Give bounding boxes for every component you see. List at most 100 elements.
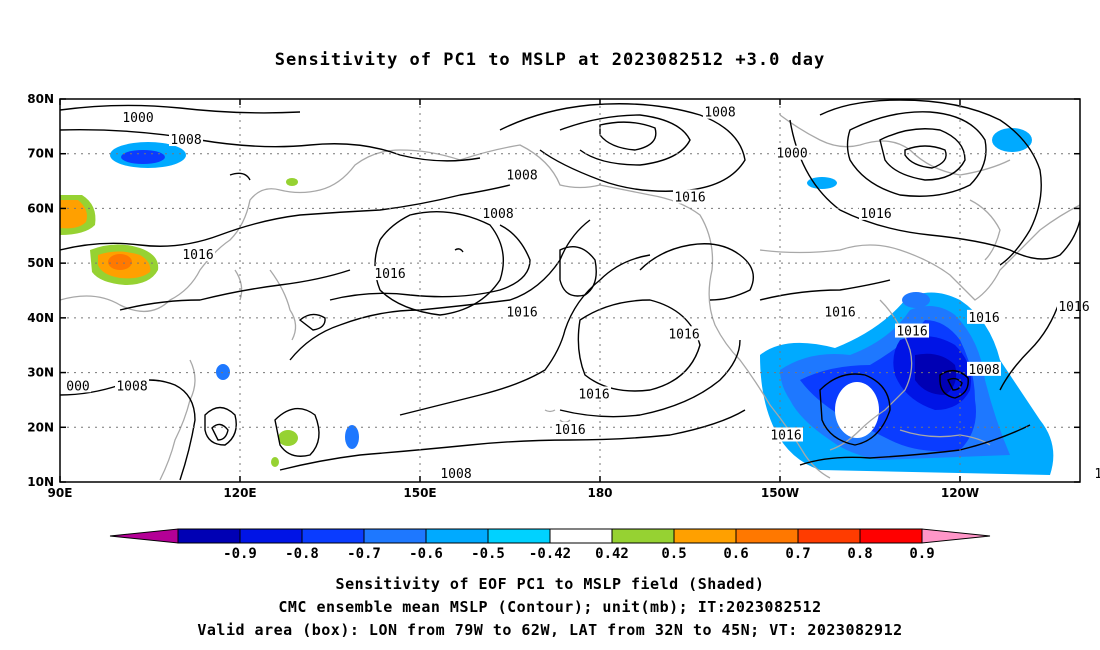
contour-label: 1008 [482,207,513,222]
lon-tick-label: 150W [761,486,799,500]
colorbar-swatch [549,528,613,544]
contour-label: 1016 [182,248,213,263]
contour-label-bg [481,205,515,220]
lon-tick-label: 120E [223,486,256,500]
contour-label-bg [895,323,929,338]
contour-label-bg [667,326,701,341]
colorbar-label: -0.7 [347,546,381,562]
contour-label-bg [577,386,611,401]
colorbar-swatch [301,528,365,544]
mslp-contours [60,99,1080,481]
lat-tick-label: 20N [27,420,54,434]
contour-label-bg [115,378,149,393]
colorbar-swatch [425,528,489,544]
contour-label-bg [769,427,803,442]
contour-label-bg [1057,298,1091,313]
contour-label-bg [1093,465,1100,480]
contour-label: 1016 [824,305,855,320]
coastlines [60,114,1080,481]
plot-frame [59,98,1081,483]
colorbar-label: -0.5 [471,546,505,562]
lat-tick-label: 30N [27,366,54,380]
lat-tick-label: 50N [27,256,54,270]
contour-label: 1016 [578,387,609,402]
lon-tick-label: 180 [587,486,612,500]
contour-label: 1016 [668,327,699,342]
colorbar-label: 0.8 [847,546,872,562]
contour-label: 1008 [968,363,999,378]
contour-label-bg [121,110,155,125]
colorbar-swatch [735,528,799,544]
colorbar-swatch [363,528,427,544]
contour-label-bg [553,422,587,437]
contour-label: 1000 [122,111,153,126]
colorbar-swatch [611,528,675,544]
contour-label-bg [373,266,407,281]
contour-label-bg [181,246,215,261]
sensitivity-shading [60,128,1054,475]
contour-labels: 1000 1008 1008 1008 1016 1016 1016 1016 1008 1000… [65,104,1100,482]
contour-label: 1008 [440,467,471,482]
colorbar-end-high [921,528,991,544]
map-title: Sensitivity of PC1 to MSLP at 2023082512… [274,50,826,70]
colorbar-label: 0.9 [909,546,934,562]
contour-label-bg [967,309,1001,324]
colorbar-label: -0.9 [223,546,257,562]
contour-label-bg [775,145,809,160]
contour-label: 1016 [770,428,801,443]
colorbar-swatch [239,528,303,544]
colorbar-swatch [673,528,737,544]
lat-tick-label: 70N [27,147,54,161]
contour-label: 1016 [506,305,537,320]
colorbar-swatch [797,528,861,544]
contour-label-bg [169,132,203,147]
contour-label: 1016 [968,311,999,326]
contour-label-bg [505,304,539,319]
colorbar-label: 0.42 [595,546,629,562]
colorbar-label: -0.8 [285,546,319,562]
contour-label: 1016 [554,423,585,438]
colorbar-swatch [859,528,923,544]
caption-line-2: CMC ensemble mean MSLP (Contour); unit(m… [278,598,822,616]
graticule [60,99,1080,482]
lat-tick-label: 80N [27,92,54,106]
colorbar-label: 0.7 [785,546,810,562]
contour-label-bg [967,361,1001,376]
colorbar-label: -0.42 [529,546,571,562]
lat-tick-label: 60N [27,201,54,215]
contour-label: 1016 [896,325,927,340]
lat-tick-label: 40N [27,311,54,325]
lon-tick-label: 90E [48,486,73,500]
caption-line-1: Sensitivity of EOF PC1 to MSLP field (Sh… [335,575,765,593]
lat-tick-label: 10N [27,475,54,489]
contour-label-bg [673,189,707,204]
colorbar-end-low [109,528,179,544]
contour-label: 1008 [170,133,201,148]
contour-label-bg [703,104,737,119]
contour-label-bg [823,304,857,319]
colorbar-swatch [487,528,551,544]
colorbar-swatch [177,528,241,544]
contour-label-bg [859,205,893,220]
contour-label: 1008 [1094,467,1100,482]
contour-label: 1008 [704,106,735,121]
contour-label: 1016 [674,190,705,205]
contour-label-bg [65,378,91,393]
contour-label: 1016 [374,267,405,282]
colorbar: -0.9 -0.8 -0.7 -0.6 -0.5 -0.42 0.42 0.5 0.6 0.7 0.… [109,528,991,562]
caption-line-3: Valid area (box): LON from 79W to 62W, L… [197,621,903,639]
contour-label: 1008 [506,169,537,184]
colorbar-label: 0.6 [723,546,748,562]
contour-label: 1016 [1058,300,1089,315]
contour-label: 000 [66,379,89,394]
lon-tick-label: 150E [403,486,436,500]
contour-label: 1016 [860,207,891,222]
contour-label: 1008 [116,379,147,394]
lon-tick-label: 120W [941,486,979,500]
colorbar-label: 0.5 [661,546,686,562]
colorbar-label: -0.6 [409,546,443,562]
contour-label: 1000 [776,147,807,162]
contour-label-bg [439,465,473,480]
